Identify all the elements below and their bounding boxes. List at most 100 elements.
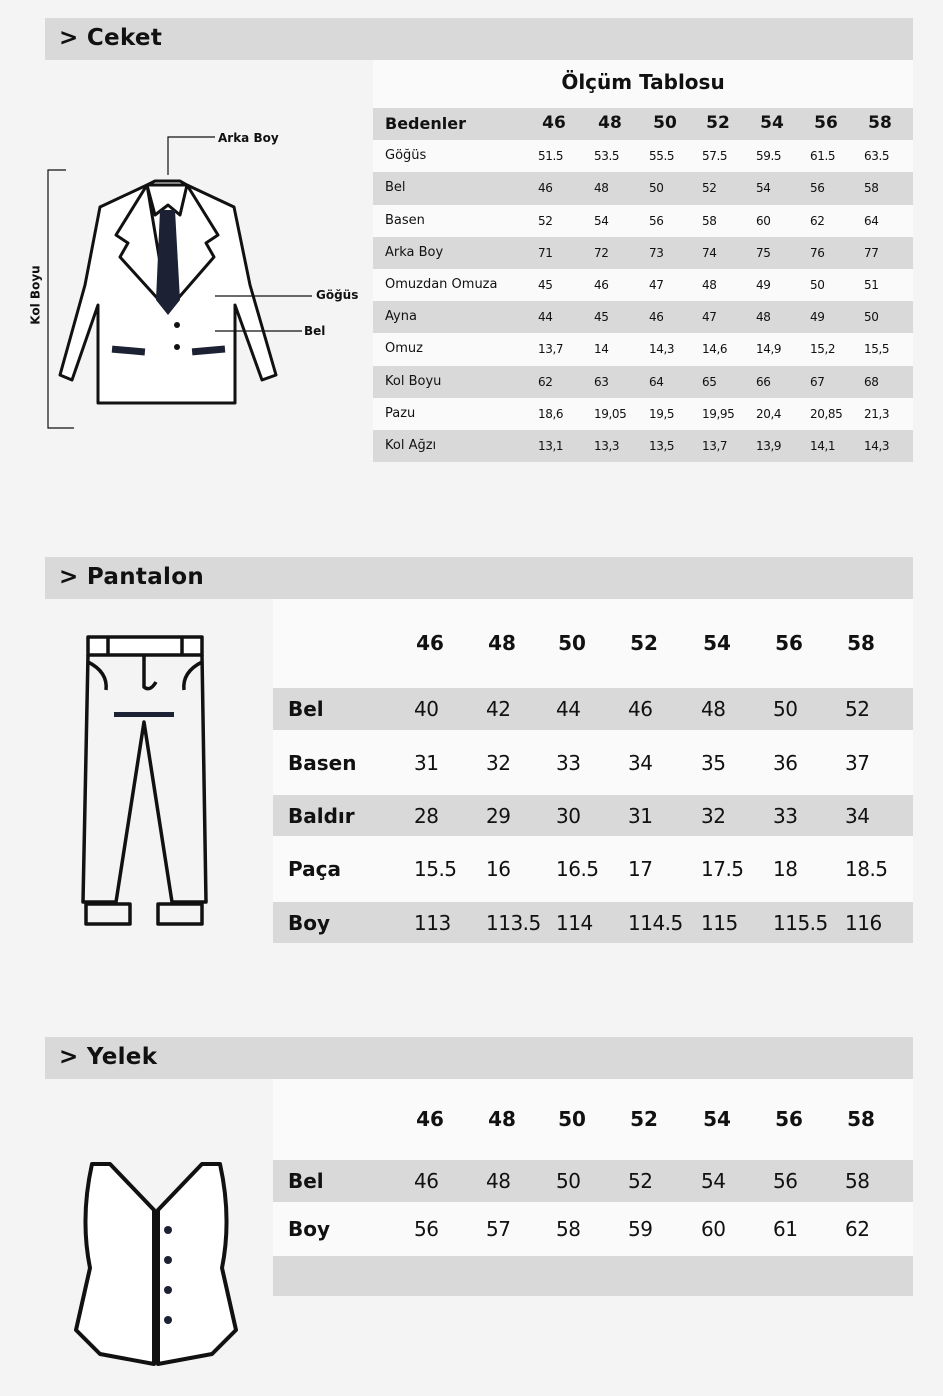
size-header: 50 (558, 1106, 586, 1131)
cell-value: 34 (845, 803, 870, 828)
cell-value: 18 (773, 857, 798, 881)
cell-value: 35 (701, 750, 726, 775)
yelek-title: > Yelek (59, 1044, 158, 1070)
size-header: 54 (760, 113, 784, 133)
cell-value: 73 (649, 245, 664, 260)
cell-value: 71 (538, 245, 553, 260)
cell-value: 63 (594, 374, 609, 389)
cell-value: 74 (702, 245, 717, 260)
size-header: 58 (847, 1106, 875, 1131)
size-header: 52 (706, 113, 730, 133)
size-header: 52 (630, 630, 658, 655)
size-header: 46 (542, 113, 566, 133)
cell-value: 20,4 (756, 406, 782, 421)
label-kol-boyu: Kol Boyu (28, 265, 43, 325)
cell-value: 55.5 (649, 149, 675, 164)
table-row: Bel 40 42 44 46 48 50 52 (273, 688, 913, 730)
cell-value: 77 (864, 245, 879, 260)
cell-value: 114 (556, 910, 593, 935)
cell-value: 13,3 (594, 439, 620, 453)
cell-value: 45 (594, 310, 609, 325)
cell-value: 113.5 (486, 910, 541, 935)
cell-value: 30 (556, 803, 581, 828)
cell-value: 60 (701, 1217, 726, 1241)
cell-value: 13,7 (702, 439, 728, 453)
row-label: Baldır (288, 803, 355, 828)
row-label: Basen (385, 212, 425, 228)
ceket-section-header: > Ceket (45, 18, 913, 60)
cell-value: 14 (594, 342, 609, 357)
size-header: 56 (814, 113, 838, 133)
cell-value: 62 (538, 374, 553, 389)
cell-value: 52 (702, 181, 717, 196)
cell-value: 20,85 (810, 406, 843, 421)
cell-value: 56 (773, 1169, 798, 1193)
pantalon-title: > Pantalon (59, 564, 204, 590)
size-header: 56 (775, 630, 803, 655)
cell-value: 46 (649, 310, 664, 325)
size-header: 48 (488, 630, 516, 655)
cell-value: 14,3 (864, 439, 890, 453)
cell-value: 13,9 (756, 439, 782, 453)
label-bel: Bel (304, 324, 326, 338)
cell-value: 76 (810, 245, 825, 260)
cell-value: 13,7 (538, 342, 564, 357)
table-row: Omuzdan Omuza 45 46 47 48 49 50 51 (373, 269, 913, 301)
cell-value: 50 (649, 181, 664, 196)
row-label: Kol Boyu (385, 373, 442, 389)
cell-value: 61 (773, 1217, 798, 1241)
row-label: Boy (288, 910, 331, 935)
cell-value: 57 (486, 1217, 511, 1241)
cell-value: 49 (810, 310, 825, 325)
row-label: Kol Ağzı (385, 438, 437, 453)
size-header: 50 (558, 630, 586, 655)
cell-value: 44 (556, 697, 581, 721)
cell-value: 65 (702, 374, 717, 389)
size-header: 46 (416, 630, 444, 655)
size-header: 54 (703, 1106, 731, 1131)
cell-value: 13,1 (538, 439, 564, 453)
table-row: Basen 52 54 56 58 60 62 64 (373, 205, 913, 237)
cell-value: 64 (649, 374, 664, 389)
cell-value: 52 (628, 1169, 653, 1193)
cell-value: 17 (628, 857, 653, 881)
cell-value: 66 (756, 374, 771, 389)
cell-value: 42 (486, 697, 511, 721)
table-row: Boy 113 113.5 114 114.5 115 115.5 116 (273, 902, 913, 943)
cell-value: 61.5 (810, 149, 836, 164)
pantalon-size-table: 46 48 50 52 54 56 58 Bel 40 42 44 46 48 50 52 Basen 31 32… (273, 599, 913, 943)
ceket-title: > Ceket (59, 25, 163, 51)
size-header: 58 (868, 113, 892, 133)
table-row: Arka Boy 71 72 73 74 75 76 77 (373, 236, 913, 269)
cell-value: 47 (649, 278, 664, 292)
cell-value: 50 (773, 697, 798, 721)
cell-value: 48 (701, 697, 726, 721)
cell-value: 19,95 (702, 406, 735, 421)
cell-value: 14,3 (649, 342, 675, 357)
empty-row (273, 1256, 913, 1296)
cell-value: 56 (810, 181, 825, 196)
cell-value: 28 (414, 803, 439, 828)
cell-value: 56 (649, 213, 664, 228)
cell-value: 115 (701, 910, 738, 935)
cell-value: 17.5 (701, 857, 744, 881)
cell-value: 72 (594, 245, 609, 260)
cell-value: 57.5 (702, 149, 728, 164)
cell-value: 31 (628, 803, 653, 828)
label-gogus: Göğüs (316, 288, 359, 302)
cell-value: 32 (701, 803, 726, 828)
cell-value: 18.5 (845, 857, 888, 881)
cell-value: 54 (701, 1169, 726, 1193)
row-label: Omuz (385, 341, 423, 357)
row-label: Bel (385, 180, 406, 196)
cell-value: 75 (756, 245, 771, 260)
size-header: 54 (703, 630, 731, 655)
jacket-illustration (47, 136, 312, 429)
cell-value: 116 (845, 910, 882, 935)
cell-value: 15,2 (810, 342, 836, 357)
table-row: Omuz 13,7 14 14,3 14,6 14,9 15,2 15,5 (373, 333, 913, 365)
cell-value: 58 (845, 1169, 870, 1193)
cell-value: 48 (702, 278, 717, 292)
cell-value: 46 (414, 1169, 439, 1193)
trousers-illustration (81, 635, 208, 926)
